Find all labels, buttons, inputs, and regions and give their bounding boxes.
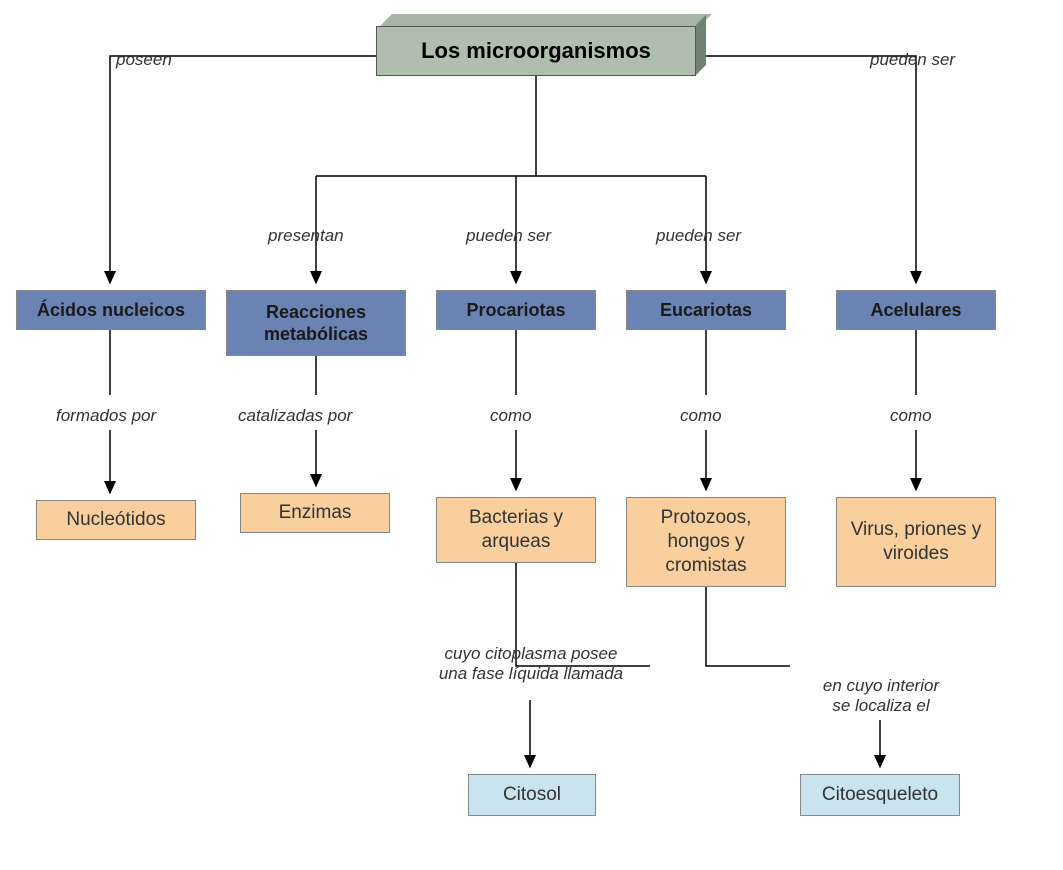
node-label: Virus, priones y viroides bbox=[847, 518, 985, 566]
node-citoesqueleto: Citoesqueleto bbox=[800, 774, 960, 816]
edge-label-como-2: como bbox=[680, 406, 722, 426]
edge-label-como-1: como bbox=[490, 406, 532, 426]
node-label: Eucariotas bbox=[660, 299, 752, 322]
node-label: Reacciones metabólicas bbox=[237, 301, 395, 346]
node-procariotas: Procariotas bbox=[436, 290, 596, 330]
node-bacterias-arqueas: Bacterias y arqueas bbox=[436, 497, 596, 563]
edge-label-presentan: presentan bbox=[268, 226, 344, 246]
node-label: Nucleótidos bbox=[66, 508, 165, 532]
node-acidos-nucleicos: Ácidos nucleicos bbox=[16, 290, 206, 330]
edge-label-cuyo-citoplasma: cuyo citoplasma poseeuna fase líquida ll… bbox=[406, 644, 656, 685]
node-label: Procariotas bbox=[466, 299, 565, 322]
node-label: Protozoos, hongos y cromistas bbox=[637, 506, 775, 577]
edge-label-catalizadas-por: catalizadas por bbox=[238, 406, 352, 426]
edge-label-como-3: como bbox=[890, 406, 932, 426]
node-enzimas: Enzimas bbox=[240, 493, 390, 533]
node-protozoos-hongos-cromistas: Protozoos, hongos y cromistas bbox=[626, 497, 786, 587]
node-label: Bacterias y arqueas bbox=[447, 506, 585, 554]
node-virus-priones-viroides: Virus, priones y viroides bbox=[836, 497, 996, 587]
root-node-label: Los microorganismos bbox=[376, 26, 696, 76]
node-label: Acelulares bbox=[870, 299, 961, 322]
node-label: Citosol bbox=[503, 783, 561, 807]
node-citosol: Citosol bbox=[468, 774, 596, 816]
node-eucariotas: Eucariotas bbox=[626, 290, 786, 330]
edge-label-pueden-ser-mid1: pueden ser bbox=[466, 226, 551, 246]
node-label: Ácidos nucleicos bbox=[37, 299, 185, 322]
node-acelulares: Acelulares bbox=[836, 290, 996, 330]
node-label: Citoesqueleto bbox=[822, 783, 938, 807]
node-reacciones-metabolicas: Reacciones metabólicas bbox=[226, 290, 406, 356]
edge-label-poseen: poseen bbox=[116, 50, 172, 70]
edge-label-formados-por: formados por bbox=[56, 406, 156, 426]
edge-label-pueden-ser-top: pueden ser bbox=[870, 50, 955, 70]
root-node-microorganismos: Los microorganismos bbox=[376, 26, 696, 76]
node-nucleotidos: Nucleótidos bbox=[36, 500, 196, 540]
node-label: Enzimas bbox=[279, 501, 352, 525]
edge-label-en-cuyo-interior: en cuyo interiorse localiza el bbox=[796, 676, 966, 717]
connectors-layer bbox=[0, 0, 1063, 870]
edge-label-pueden-ser-mid2: pueden ser bbox=[656, 226, 741, 246]
